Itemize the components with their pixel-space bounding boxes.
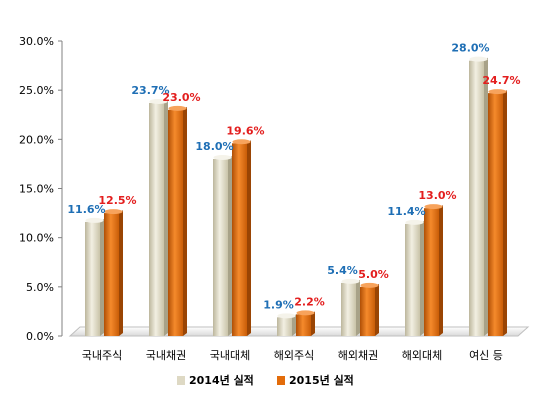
y-tick-label: 20.0% <box>19 133 54 146</box>
bar-top <box>85 217 104 223</box>
bar-side <box>100 218 104 336</box>
bar-top <box>104 209 123 215</box>
bar <box>488 93 503 336</box>
legend-swatch <box>277 376 285 385</box>
bar <box>277 317 292 336</box>
y-tick-label: 10.0% <box>19 232 54 245</box>
data-label: 23.0% <box>162 91 200 104</box>
legend-swatch <box>177 376 185 385</box>
x-category-label: 해외주식 <box>274 348 314 362</box>
bar-top <box>360 282 379 288</box>
y-tick-label: 5.0% <box>26 281 54 294</box>
data-label: 13.0% <box>418 189 456 202</box>
data-label: 5.4% <box>327 264 358 277</box>
x-category-label: 해외채권 <box>338 348 378 362</box>
bar-side <box>292 314 296 336</box>
bar <box>213 159 228 336</box>
data-label: 19.6% <box>226 124 264 137</box>
bar <box>168 109 183 336</box>
data-label: 5.0% <box>358 268 389 281</box>
data-label: 12.5% <box>98 194 136 207</box>
bar-top <box>405 219 424 225</box>
bar-top <box>488 89 507 95</box>
data-label: 2.2% <box>294 295 325 308</box>
bar-side <box>484 57 488 337</box>
bar-top <box>149 98 168 104</box>
bar-side <box>311 311 315 336</box>
bar <box>85 221 100 336</box>
data-label: 28.0% <box>451 42 489 55</box>
y-tick-label: 30.0% <box>19 35 54 48</box>
bar-top <box>232 139 251 145</box>
data-label: 1.9% <box>263 298 294 311</box>
y-tick-label: 0.0% <box>26 330 54 343</box>
x-category-label: 국내대체 <box>210 349 250 362</box>
bar <box>149 102 164 336</box>
bar-side <box>247 140 251 336</box>
x-axis: 국내주식 국내채권 국내대체 해외주식 해외채권 해외대체 여신 등 <box>82 348 503 362</box>
bar-side <box>420 220 424 336</box>
data-label: 23.7% <box>131 84 169 97</box>
bar-top <box>277 313 296 319</box>
bar-top <box>469 56 488 62</box>
data-label: 11.4% <box>387 205 425 218</box>
bar-top <box>213 155 232 160</box>
data-labels-group: 11.6%12.5% 23.7%23.0% 18.0% 19.6% 1.9% 2.2% 5.… <box>67 42 520 312</box>
bar-side <box>228 156 232 336</box>
bar-side <box>164 99 168 336</box>
data-label: 11.6% <box>67 203 105 216</box>
bar-side <box>439 205 443 336</box>
bar-side <box>356 279 360 336</box>
legend: 2014년 실적 2015년 실적 <box>177 373 354 387</box>
bars-group <box>85 56 507 337</box>
bar <box>360 286 375 336</box>
y-tick-label: 15.0% <box>19 183 54 196</box>
bar <box>296 314 311 336</box>
bar-top <box>341 278 360 284</box>
bar <box>232 143 247 336</box>
bar <box>341 282 356 336</box>
data-label: 18.0% <box>195 140 233 153</box>
legend-label: 2015년 실적 <box>289 373 354 387</box>
bar-side <box>375 283 379 336</box>
x-category-label: 국내주식 <box>82 349 122 362</box>
bar-side <box>119 210 123 336</box>
data-label: 24.7% <box>482 74 520 87</box>
bar <box>405 223 420 336</box>
bar-side <box>183 106 187 336</box>
x-category-label: 해외대체 <box>402 348 442 362</box>
x-category-label: 여신 등 <box>469 349 503 362</box>
x-category-label: 국내채권 <box>146 349 186 362</box>
y-axis: 0.0% 5.0% 10.0% 15.0% 20.0% 25.0% 30.0% <box>19 35 63 343</box>
bar-side <box>503 90 507 336</box>
bar-top <box>296 310 315 316</box>
y-tick-label: 25.0% <box>19 84 54 97</box>
bar-top <box>168 105 187 111</box>
legend-label: 2014년 실적 <box>189 373 254 387</box>
bar-top <box>424 204 443 210</box>
bar <box>104 213 119 336</box>
bar <box>469 60 484 337</box>
bar <box>424 208 439 336</box>
